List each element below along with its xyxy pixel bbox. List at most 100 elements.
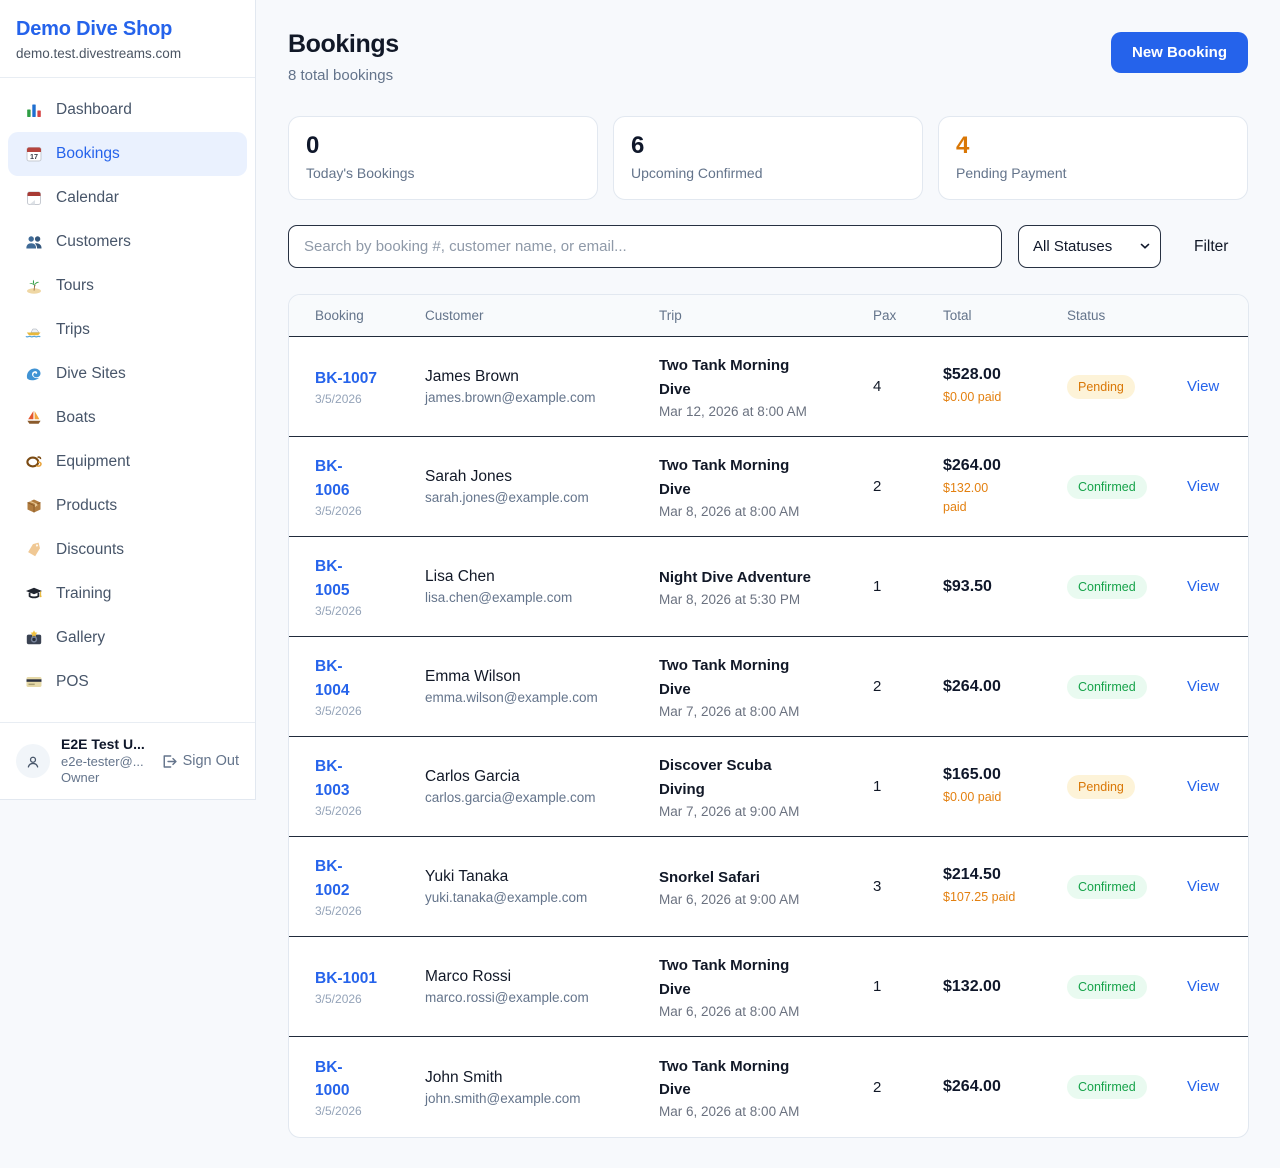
dive-sites-wave-icon <box>25 365 43 383</box>
booking-date: 3/5/2026 <box>315 1104 362 1119</box>
nav-label: Discounts <box>56 541 125 558</box>
equipment-mask-icon <box>25 453 43 471</box>
pax-count: 2 <box>873 678 882 695</box>
customer-name: Emma Wilson <box>425 668 521 685</box>
status-badge: Confirmed <box>1067 874 1147 899</box>
booking-id-link[interactable]: BK- 1006 <box>315 458 350 499</box>
stat-label: Upcoming Confirmed <box>631 165 763 181</box>
training-grad-cap-icon <box>25 585 43 603</box>
trip-datetime: Mar 7, 2026 at 8:00 AM <box>659 703 800 719</box>
sign-out-label: Sign Out <box>182 753 239 769</box>
total-amount: $214.50 <box>943 866 1001 884</box>
sign-out-button[interactable]: Sign Out <box>160 753 239 770</box>
booking-id-link[interactable]: BK-1001 <box>315 969 378 987</box>
sidebar-item-training[interactable]: Training <box>8 572 247 616</box>
booking-id-link[interactable]: BK-1007 <box>315 369 378 387</box>
pos-credit-card-icon <box>25 673 43 691</box>
stat-label: Pending Payment <box>956 165 1067 181</box>
customer-email: james.brown@example.com <box>425 390 596 405</box>
status-badge: Confirmed <box>1067 674 1147 699</box>
new-booking-button[interactable]: New Booking <box>1110 32 1248 73</box>
customer-email: carlos.garcia@example.com <box>425 790 596 805</box>
table-row: BK- 1006 3/5/2026 Sarah Jones sarah.jone… <box>289 437 1248 537</box>
total-amount: $264.00 <box>943 677 1001 695</box>
sidebar-item-gallery[interactable]: Gallery <box>8 616 247 660</box>
pax-count: 1 <box>873 778 882 795</box>
user-role: Owner <box>61 769 100 785</box>
view-link[interactable]: View <box>1187 1078 1220 1095</box>
nav-label: Equipment <box>56 453 131 470</box>
pax-count: 3 <box>873 878 882 895</box>
paid-amount: $107.25 paid <box>943 890 1016 905</box>
sidebar-item-pos[interactable]: POS <box>8 660 247 704</box>
booking-id-link[interactable]: BK- 1005 <box>315 558 350 599</box>
sidebar-item-discounts[interactable]: Discounts <box>8 528 247 572</box>
column-header-status: Status <box>1067 308 1106 323</box>
brand-name: Demo Dive Shop <box>16 18 173 40</box>
trip-name: Two Tank Morning Dive <box>659 957 790 998</box>
customer-name: Yuki Tanaka <box>425 868 509 885</box>
nav-label: Products <box>56 497 118 514</box>
booking-date: 3/5/2026 <box>315 992 362 1007</box>
trip-name: Two Tank Morning Dive <box>659 1057 790 1098</box>
view-link[interactable]: View <box>1187 677 1220 695</box>
stat-value: 4 <box>956 132 970 159</box>
stat-value: 6 <box>631 132 645 159</box>
status-badge: Pending <box>1067 774 1135 799</box>
booking-id-link[interactable]: BK- 1004 <box>315 658 350 699</box>
booking-date: 3/5/2026 <box>315 703 362 718</box>
view-link[interactable]: View <box>1187 877 1220 895</box>
trip-datetime: Mar 8, 2026 at 8:00 AM <box>659 503 800 519</box>
trip-datetime: Mar 8, 2026 at 5:30 PM <box>659 592 801 608</box>
user-info: E2E Test U... e2e-tester@... Owner <box>61 736 145 786</box>
trip-datetime: Mar 7, 2026 at 9:00 AM <box>659 803 800 819</box>
sidebar-item-tours[interactable]: Tours <box>8 264 247 308</box>
booking-id-link[interactable]: BK- 1000 <box>315 1058 350 1099</box>
view-link[interactable]: View <box>1187 977 1220 995</box>
booking-date: 3/5/2026 <box>315 903 362 918</box>
trip-name: Two Tank Morning Dive <box>659 357 790 398</box>
sidebar-item-calendar[interactable]: Calendar <box>8 176 247 220</box>
column-header-pax: Pax <box>873 308 897 323</box>
view-link[interactable]: View <box>1187 777 1220 795</box>
nav-label: Dive Sites <box>56 365 126 382</box>
nav-label: Gallery <box>56 629 106 646</box>
pax-count: 2 <box>873 1078 882 1096</box>
view-link[interactable]: View <box>1187 477 1220 495</box>
customer-email: john.smith@example.com <box>425 1090 581 1106</box>
sidebar-item-trips[interactable]: Trips <box>8 308 247 352</box>
column-header-booking: Booking <box>315 308 364 323</box>
user-footer: E2E Test U... e2e-tester@... Owner Sign … <box>0 722 255 799</box>
sidebar-item-dashboard[interactable]: Dashboard <box>8 88 247 132</box>
table-row: BK- 1002 3/5/2026 Yuki Tanaka yuki.tanak… <box>289 837 1248 937</box>
booking-id-link[interactable]: BK- 1002 <box>315 858 350 899</box>
sidebar-item-equipment[interactable]: Equipment <box>8 440 247 484</box>
trip-datetime: Mar 6, 2026 at 8:00 AM <box>659 1104 800 1120</box>
paid-amount: $0.00 paid <box>943 390 1002 405</box>
dashboard-icon <box>25 101 43 119</box>
status-badge: Confirmed <box>1067 1075 1147 1099</box>
discounts-tag-icon <box>25 541 43 559</box>
customer-email: lisa.chen@example.com <box>425 590 573 605</box>
search-input[interactable] <box>288 225 1002 268</box>
sidebar-item-dive-sites[interactable]: Dive Sites <box>8 352 247 396</box>
filter-button[interactable]: Filter <box>1194 237 1229 255</box>
sidebar-item-customers[interactable]: Customers <box>8 220 247 264</box>
sidebar-item-bookings[interactable]: 17 Bookings <box>8 132 247 176</box>
customer-email: yuki.tanaka@example.com <box>425 890 588 905</box>
table-row: BK- 1000 3/5/2026 John Smith john.smith@… <box>289 1037 1248 1137</box>
nav-label: Training <box>56 585 112 602</box>
customer-name: James Brown <box>425 368 519 385</box>
status-badge: Confirmed <box>1067 474 1147 499</box>
view-link[interactable]: View <box>1187 377 1220 395</box>
status-filter-select[interactable]: All Statuses <box>1018 225 1161 268</box>
pax-count: 1 <box>873 978 882 995</box>
view-link[interactable]: View <box>1187 577 1220 595</box>
booking-id-link[interactable]: BK- 1003 <box>315 758 350 799</box>
nav-label: Boats <box>56 409 96 426</box>
table-row: BK-1007 3/5/2026 James Brown james.brown… <box>289 337 1248 437</box>
sidebar-item-boats[interactable]: Boats <box>8 396 247 440</box>
stat-card-todays-bookings: 0 Today's Bookings <box>288 116 598 200</box>
sidebar-item-products[interactable]: Products <box>8 484 247 528</box>
total-amount: $165.00 <box>943 766 1001 784</box>
